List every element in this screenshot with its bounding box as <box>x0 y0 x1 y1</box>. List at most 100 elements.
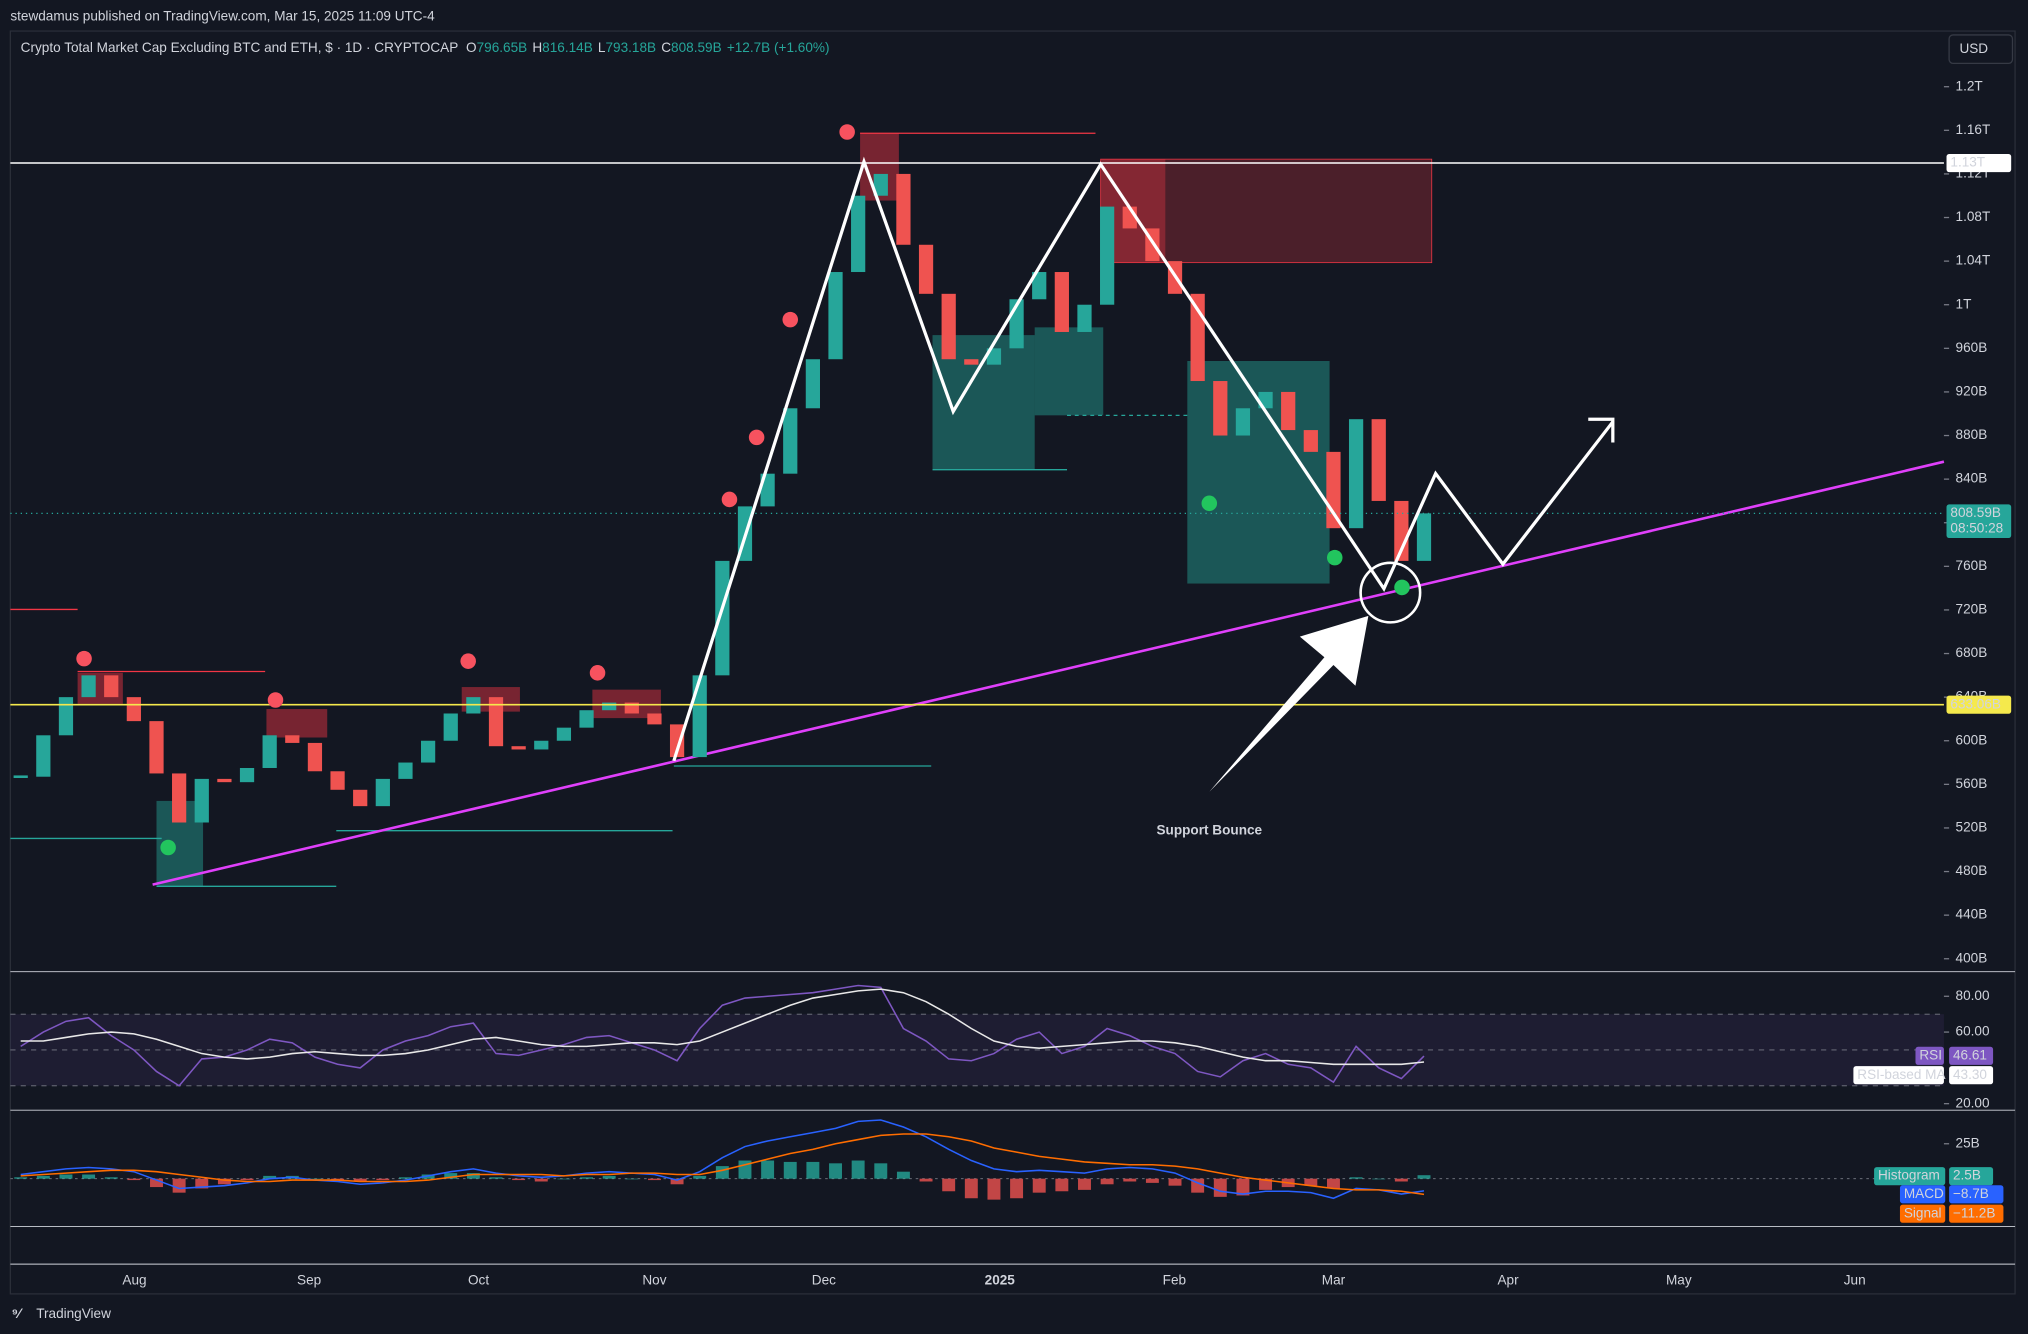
x-tick-label: 2025 <box>985 1273 1016 1288</box>
price-label: 1.13T <box>1950 155 1985 170</box>
legend-name: Signal <box>1904 1205 1942 1220</box>
y-tick-label: 560B <box>1956 776 1988 791</box>
legend-value-box <box>1949 1167 1994 1186</box>
candle <box>986 348 1002 365</box>
histogram-bar <box>693 1175 707 1179</box>
histogram-bar <box>59 1174 73 1179</box>
histogram-bar <box>896 1171 910 1179</box>
x-tick-label: Dec <box>812 1273 836 1288</box>
zigzag <box>672 156 1615 762</box>
histogram-bar <box>512 1178 526 1181</box>
rsi-line <box>20 988 1425 1066</box>
arrow-head <box>1588 417 1615 443</box>
candle <box>375 778 390 807</box>
legend-value: 43.30 <box>1953 1067 1987 1082</box>
candle <box>239 767 255 783</box>
x-tick-label: May <box>1666 1273 1692 1288</box>
separators <box>10 971 2016 1265</box>
supply-zone <box>266 709 328 738</box>
candle <box>511 746 526 750</box>
histogram-bar <box>670 1178 684 1185</box>
histogram-bar <box>987 1178 1001 1200</box>
histogram-bar <box>783 1161 797 1179</box>
histogram-bar <box>1304 1178 1318 1186</box>
legend-value-box <box>1949 1185 2004 1204</box>
candle <box>194 778 209 823</box>
drawings: Support Bounce <box>76 124 1615 856</box>
currency[interactable]: USD <box>1959 41 1988 56</box>
histogram-bar <box>195 1178 209 1189</box>
ohlc-key: H <box>532 39 542 54</box>
macd-line <box>20 1133 1425 1196</box>
candle <box>534 740 549 750</box>
support-arrow <box>1209 615 1369 792</box>
legend-value: −11.2B <box>1953 1205 1995 1220</box>
x-tick-label: Oct <box>468 1273 489 1288</box>
candle <box>669 724 685 758</box>
candle <box>285 735 300 743</box>
pivot-dot <box>267 692 284 708</box>
pivot-dot <box>1394 579 1410 596</box>
ohlc-value: 808.59B <box>671 39 722 54</box>
candle <box>692 675 707 758</box>
candle <box>624 702 639 714</box>
y-tick-label: 440B <box>1956 907 1988 922</box>
annotation: Support Bounce <box>1157 822 1263 837</box>
histogram-bar <box>127 1178 141 1181</box>
histogram-bar <box>625 1178 639 1180</box>
marks: 400B440B480B520B560B600B640B680B720B760B… <box>10 78 2012 1288</box>
candle <box>1394 500 1409 561</box>
histogram-bar <box>1372 1178 1386 1180</box>
pivot-dot <box>460 653 476 669</box>
histogram-bar <box>1145 1178 1159 1183</box>
candle <box>964 359 979 365</box>
support-circle <box>1359 561 1422 624</box>
legend-name: Histogram <box>1878 1168 1940 1183</box>
candle <box>488 697 504 747</box>
candle <box>36 735 51 777</box>
ohlc-value: 796.65B <box>477 39 528 54</box>
histogram-bar <box>14 1177 28 1179</box>
pivot-dot <box>1326 549 1343 566</box>
histogram-bar <box>1417 1175 1431 1179</box>
histogram-bar <box>1213 1178 1227 1197</box>
candle <box>398 762 413 779</box>
candle <box>828 272 843 360</box>
histogram-bar <box>1326 1178 1340 1189</box>
ohlc-key: C <box>661 39 671 54</box>
candle <box>647 713 662 725</box>
candle <box>602 702 617 711</box>
trendline <box>152 460 1945 886</box>
histogram-bar <box>964 1178 978 1199</box>
histogram-bar <box>82 1174 96 1179</box>
histogram-bar <box>919 1178 933 1182</box>
candle <box>1213 381 1228 436</box>
currency-button[interactable] <box>1948 34 2014 65</box>
candle <box>1416 513 1432 561</box>
candle <box>443 713 458 741</box>
histogram-bar <box>806 1161 820 1179</box>
histogram-bar <box>466 1173 480 1179</box>
candle <box>715 560 730 676</box>
histogram-bar <box>829 1163 842 1179</box>
y-tick-label: 1T <box>1956 296 1972 311</box>
candle <box>172 773 187 823</box>
price-label: 633.06B <box>1950 696 2001 711</box>
price-label-box <box>1946 695 2012 714</box>
pivot-dot <box>1201 495 1218 512</box>
candle <box>1281 391 1296 431</box>
histogram-bar <box>557 1178 571 1180</box>
symbol-line: Crypto Total Market Cap Excluding BTC an… <box>21 39 830 54</box>
histogram-bar <box>353 1178 367 1182</box>
ohlc-value: 816.14B <box>542 39 593 54</box>
y-tick-label: 20.00 <box>1956 1095 1990 1110</box>
y-tick-label: 680B <box>1956 645 1988 660</box>
histogram-bar <box>1259 1178 1273 1190</box>
pivot-dot <box>160 839 176 856</box>
histogram-bar <box>1349 1177 1363 1179</box>
candle <box>330 771 345 790</box>
candle <box>556 727 572 741</box>
y-tick-label: 720B <box>1956 602 1988 617</box>
histogram-bar <box>308 1178 322 1180</box>
candle <box>1348 419 1364 529</box>
